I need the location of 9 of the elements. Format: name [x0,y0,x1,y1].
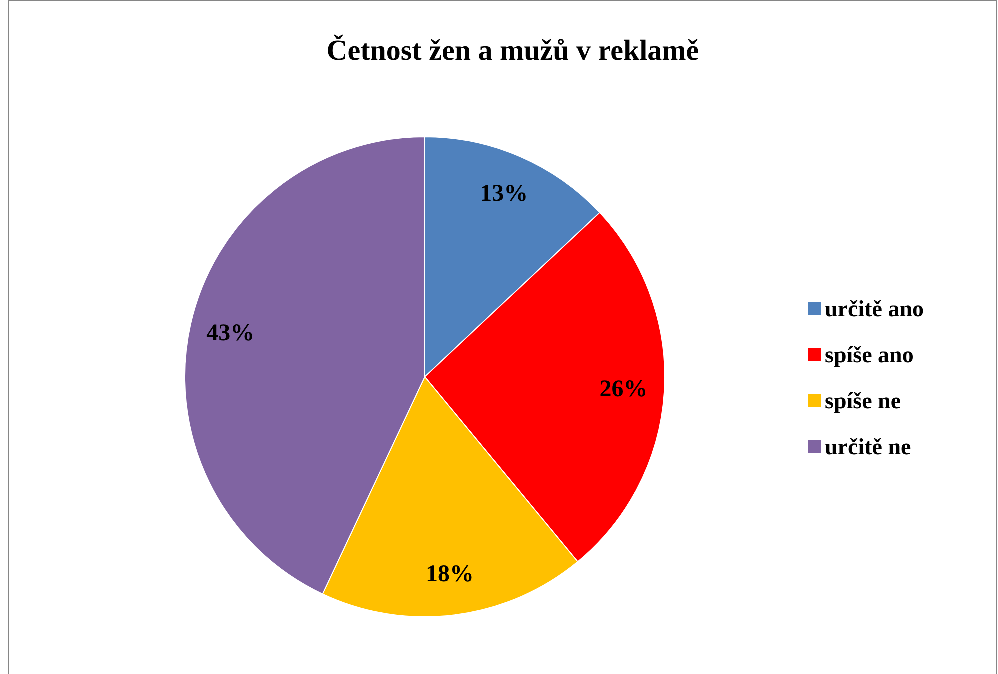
data-label: 43% [206,320,255,347]
data-label: 26% [600,376,648,403]
data-label: 18% [426,562,474,588]
legend-label: určitě ano [825,296,924,322]
legend-label: určitě ne [825,434,912,460]
legend-label: spíše ano [825,342,914,368]
chart-title: Četnost žen a mužů v reklamě [326,34,700,67]
legend-label: spíše ne [825,388,902,414]
data-label: 13% [480,181,528,208]
